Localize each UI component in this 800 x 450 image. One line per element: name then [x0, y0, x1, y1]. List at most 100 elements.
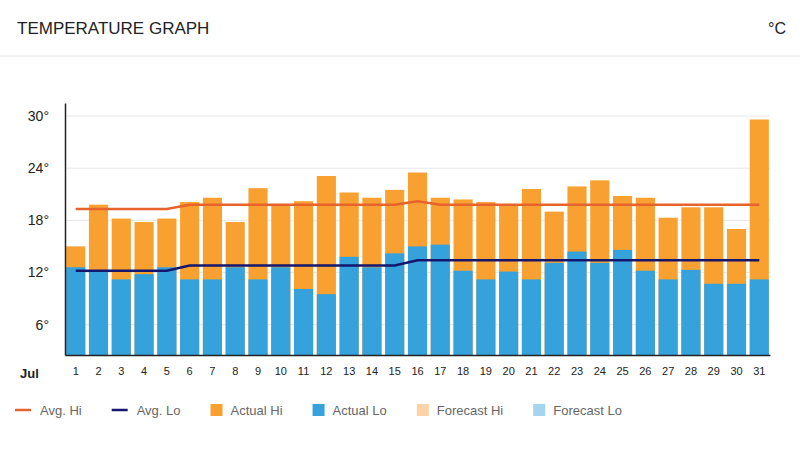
bar — [112, 279, 131, 355]
bar — [317, 294, 336, 355]
x-tick: 9 — [255, 355, 261, 377]
bar — [134, 222, 153, 355]
bar — [112, 219, 131, 355]
legend-label: Avg. Hi — [40, 403, 82, 418]
bar — [271, 267, 290, 355]
x-tick-label: 9 — [255, 365, 261, 377]
x-tick: 30 — [730, 355, 742, 377]
y-tick-label: 6° — [36, 317, 49, 333]
bar — [294, 201, 313, 355]
bar — [750, 120, 769, 355]
bar — [340, 257, 359, 355]
x-tick: 16 — [411, 355, 423, 377]
bar — [340, 193, 359, 355]
y-tick: 6° — [36, 317, 65, 333]
bar — [89, 205, 108, 355]
x-tick: 27 — [662, 355, 674, 377]
y-tick-label: 18° — [28, 212, 49, 228]
x-tick-label: 22 — [548, 365, 560, 377]
legend-label: Forecast Lo — [553, 403, 622, 418]
header-divider — [0, 56, 800, 57]
x-tick: 31 — [753, 355, 765, 377]
x-tick-label: 25 — [616, 365, 628, 377]
y-tick-label: 30° — [28, 108, 49, 124]
bar — [408, 173, 427, 355]
bar — [248, 279, 267, 355]
bar — [226, 222, 245, 355]
x-tick-label: 21 — [525, 365, 537, 377]
x-tick-label: 28 — [685, 365, 697, 377]
x-tick: 11 — [298, 355, 309, 377]
x-tick-label: 13 — [343, 365, 355, 377]
legend-swatch — [15, 409, 31, 412]
bar — [499, 272, 518, 355]
bar — [590, 263, 609, 355]
bar — [203, 279, 222, 355]
bar — [180, 202, 199, 355]
x-tick: 6 — [187, 355, 193, 377]
bar — [271, 205, 290, 355]
bar-series — [66, 120, 769, 355]
x-tick-label: 10 — [275, 365, 287, 377]
x-tick-label: 2 — [95, 365, 101, 377]
line — [76, 260, 760, 270]
x-tick-label: 1 — [73, 365, 79, 377]
x-tick-label: 12 — [320, 365, 332, 377]
x-tick-label: 8 — [232, 365, 238, 377]
bar — [545, 212, 564, 355]
x-tick: 10 — [275, 355, 287, 377]
x-tick-label: 23 — [571, 365, 583, 377]
x-tick: 2 — [95, 355, 101, 377]
legend-item: Actual Lo — [313, 403, 387, 418]
x-tick: 8 — [232, 355, 238, 377]
bar — [134, 274, 153, 355]
bar — [727, 284, 746, 355]
x-tick-label: 4 — [141, 365, 147, 377]
bar — [567, 186, 586, 355]
y-tick-label: 12° — [28, 264, 49, 280]
x-tick-label: 16 — [411, 365, 423, 377]
bar — [294, 289, 313, 355]
bar — [704, 284, 723, 355]
bar — [66, 267, 85, 355]
bar — [636, 271, 655, 355]
x-tick: 29 — [708, 355, 720, 377]
y-axis-line — [65, 104, 67, 356]
bar — [385, 253, 404, 355]
legend-item: Avg. Hi — [15, 403, 82, 418]
bar — [750, 279, 769, 355]
grid-line — [65, 168, 770, 169]
unit-label: °C — [768, 20, 786, 37]
x-axis: 1234567891011121314151617181920212223242… — [66, 355, 771, 377]
bar — [659, 218, 678, 355]
x-axis-line — [66, 355, 771, 357]
x-tick-label: 17 — [434, 365, 446, 377]
x-tick: 3 — [118, 355, 124, 377]
bar — [681, 270, 700, 355]
x-tick: 17 — [434, 355, 446, 377]
chart: TEMPERATURE GRAPH°C6°12°18°24°30°1234567… — [0, 0, 800, 450]
x-tick-label: 19 — [480, 365, 492, 377]
legend-label: Forecast Hi — [437, 403, 504, 418]
bar — [613, 250, 632, 355]
bar — [362, 267, 381, 355]
x-tick: 13 — [343, 355, 355, 377]
x-tick-label: 30 — [730, 365, 742, 377]
bar — [385, 190, 404, 355]
x-tick: 24 — [594, 355, 606, 377]
x-tick: 19 — [480, 355, 492, 377]
x-tick: 7 — [209, 355, 215, 377]
plot-area — [66, 120, 769, 355]
bar — [659, 279, 678, 355]
bar — [226, 267, 245, 355]
legend-item: Forecast Lo — [533, 403, 622, 418]
bar — [704, 207, 723, 355]
y-tick: 12° — [28, 264, 65, 280]
legend-item: Avg. Lo — [112, 403, 181, 418]
bar — [362, 198, 381, 355]
y-tick: 24° — [28, 160, 65, 176]
bar — [590, 180, 609, 355]
x-tick-label: 5 — [164, 365, 170, 377]
y-tick: 18° — [28, 212, 65, 228]
bar — [454, 199, 473, 355]
